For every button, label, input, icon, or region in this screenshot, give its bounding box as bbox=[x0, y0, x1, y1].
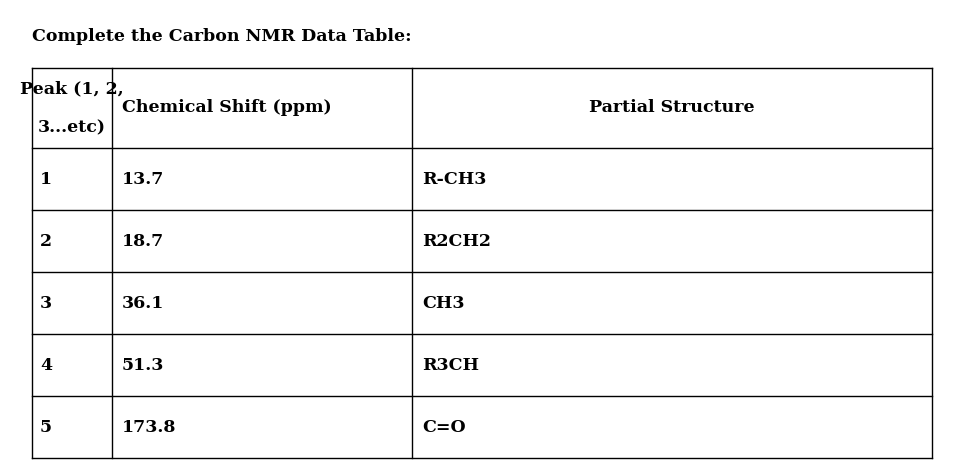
Text: R3CH: R3CH bbox=[422, 357, 479, 373]
Text: Chemical Shift (ppm): Chemical Shift (ppm) bbox=[122, 100, 331, 117]
Text: 1: 1 bbox=[40, 170, 52, 188]
Text: Complete the Carbon NMR Data Table:: Complete the Carbon NMR Data Table: bbox=[32, 28, 411, 45]
Text: 13.7: 13.7 bbox=[122, 170, 165, 188]
Text: 18.7: 18.7 bbox=[122, 233, 165, 249]
Text: Peak (1, 2,

3...etc): Peak (1, 2, 3...etc) bbox=[20, 80, 124, 136]
Text: 2: 2 bbox=[40, 233, 52, 249]
Text: 4: 4 bbox=[40, 357, 52, 373]
Text: 51.3: 51.3 bbox=[122, 357, 165, 373]
Text: R2CH2: R2CH2 bbox=[422, 233, 491, 249]
Text: 3: 3 bbox=[40, 294, 52, 312]
Text: 173.8: 173.8 bbox=[122, 418, 176, 436]
Text: R-CH3: R-CH3 bbox=[422, 170, 486, 188]
Text: 5: 5 bbox=[40, 418, 52, 436]
Text: Partial Structure: Partial Structure bbox=[589, 100, 755, 117]
Text: CH3: CH3 bbox=[422, 294, 464, 312]
Text: C=O: C=O bbox=[422, 418, 466, 436]
Text: 36.1: 36.1 bbox=[122, 294, 165, 312]
